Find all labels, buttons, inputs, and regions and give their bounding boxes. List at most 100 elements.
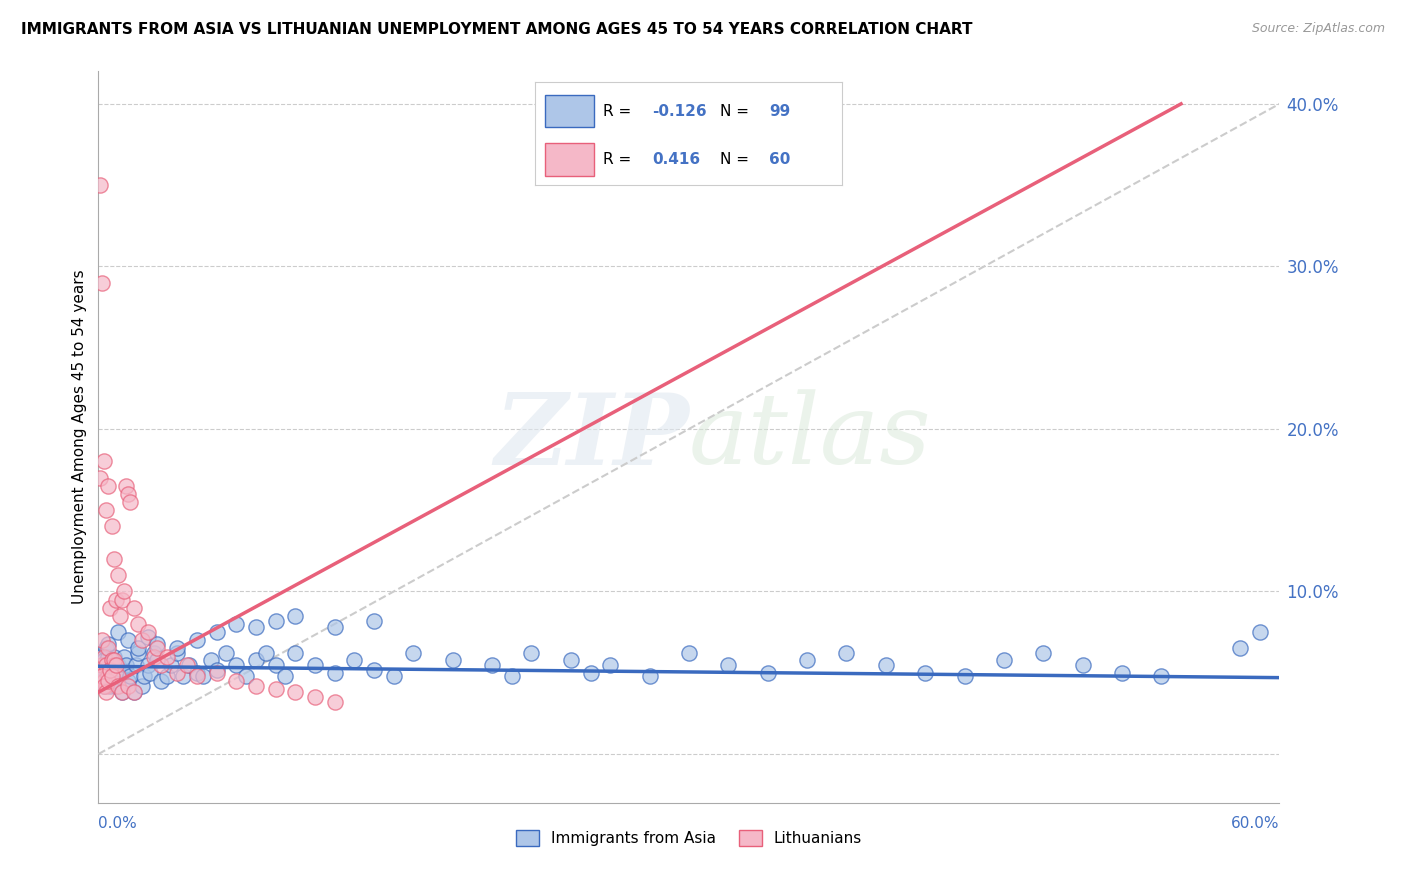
Point	[1032, 646, 1054, 660]
Text: ZIP: ZIP	[494, 389, 689, 485]
Point	[323, 695, 346, 709]
Point	[1111, 665, 1133, 680]
Point	[97, 673, 120, 688]
Point	[245, 679, 267, 693]
Point	[205, 625, 228, 640]
Point	[97, 669, 120, 683]
Point	[225, 617, 247, 632]
Point	[1150, 669, 1173, 683]
Point	[363, 614, 385, 628]
Point	[284, 646, 307, 660]
Point	[1071, 657, 1094, 672]
Point	[138, 665, 160, 680]
Point	[245, 653, 267, 667]
Point	[118, 669, 141, 683]
Legend: Immigrants from Asia, Lithuanians: Immigrants from Asia, Lithuanians	[508, 822, 870, 854]
Point	[93, 454, 115, 468]
Point	[117, 487, 139, 501]
Point	[105, 669, 128, 683]
Point	[264, 681, 287, 696]
Point	[146, 653, 169, 667]
Point	[225, 673, 247, 688]
Point	[122, 685, 145, 699]
Point	[91, 673, 114, 688]
Point	[441, 653, 464, 667]
Point	[520, 646, 543, 660]
Point	[156, 669, 179, 683]
Point	[122, 600, 145, 615]
Point	[953, 669, 976, 683]
Point	[186, 633, 208, 648]
Point	[264, 614, 287, 628]
Point	[103, 649, 125, 664]
Point	[125, 657, 148, 672]
Point	[756, 665, 779, 680]
Point	[717, 657, 740, 672]
Point	[105, 679, 128, 693]
Point	[98, 679, 121, 693]
Point	[101, 519, 124, 533]
Point	[89, 178, 111, 193]
Point	[914, 665, 936, 680]
Point	[103, 653, 125, 667]
Point	[96, 641, 118, 656]
Point	[136, 657, 159, 672]
Text: IMMIGRANTS FROM ASIA VS LITHUANIAN UNEMPLOYMENT AMONG AGES 45 TO 54 YEARS CORREL: IMMIGRANTS FROM ASIA VS LITHUANIAN UNEMP…	[21, 22, 973, 37]
Point	[111, 685, 134, 699]
Point	[205, 663, 228, 677]
Point	[91, 633, 114, 648]
Point	[97, 649, 120, 664]
Point	[166, 665, 188, 680]
Point	[402, 646, 425, 660]
Point	[132, 669, 155, 683]
Point	[93, 653, 115, 667]
Point	[142, 646, 165, 660]
Point	[599, 657, 621, 672]
Point	[678, 646, 700, 660]
Point	[304, 690, 326, 705]
Point	[1249, 625, 1271, 640]
Point	[112, 649, 135, 664]
Point	[131, 633, 153, 648]
Point	[98, 600, 121, 615]
Point	[97, 641, 120, 656]
Point	[118, 495, 141, 509]
Point	[93, 673, 115, 688]
Point	[96, 685, 118, 699]
Point	[235, 669, 257, 683]
Point	[107, 669, 129, 683]
Point	[107, 679, 129, 693]
Point	[796, 653, 818, 667]
Point	[96, 503, 118, 517]
Point	[91, 669, 114, 683]
Point	[343, 653, 366, 667]
Point	[111, 685, 134, 699]
Point	[111, 592, 134, 607]
Point	[177, 657, 200, 672]
Point	[501, 669, 523, 683]
Point	[215, 646, 238, 660]
Point	[105, 592, 128, 607]
Point	[103, 552, 125, 566]
Point	[186, 665, 208, 680]
Point	[323, 665, 346, 680]
Point	[131, 679, 153, 693]
Point	[264, 657, 287, 672]
Point	[1229, 641, 1251, 656]
Point	[89, 471, 111, 485]
Text: atlas: atlas	[689, 390, 932, 484]
Point	[284, 608, 307, 623]
Point	[166, 646, 188, 660]
Point	[97, 663, 120, 677]
Point	[186, 669, 208, 683]
Text: 0.0%: 0.0%	[98, 816, 138, 830]
Point	[89, 665, 111, 680]
Point	[89, 649, 111, 664]
Point	[107, 568, 129, 582]
Point	[274, 669, 297, 683]
Point	[115, 479, 138, 493]
Point	[101, 673, 124, 688]
Point	[117, 633, 139, 648]
Point	[107, 657, 129, 672]
Point	[245, 620, 267, 634]
